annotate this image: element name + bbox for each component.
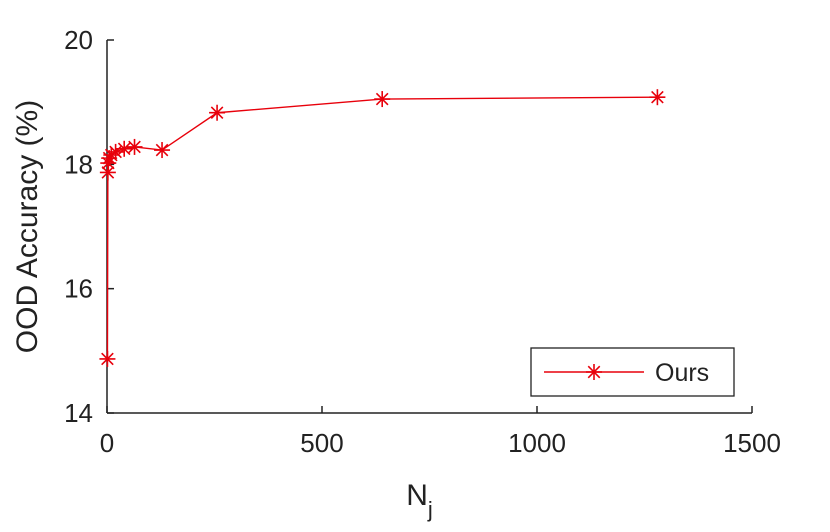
series-line-0 (106, 96, 658, 359)
x-axis-label-main: N (406, 479, 428, 512)
data-point (99, 350, 116, 367)
y-ticks: 14 16 18 20 (64, 25, 114, 428)
x-ticks: 0 500 1000 1500 (100, 406, 781, 458)
x-axis-label: Nj (406, 479, 433, 522)
y-tick-label: 18 (64, 149, 93, 179)
data-point (126, 138, 143, 155)
x-tick-label: 1000 (508, 428, 566, 458)
legend-entry-ours: Ours (655, 359, 709, 387)
x-tick-label: 500 (300, 428, 343, 458)
y-tick-label: 16 (64, 274, 93, 304)
y-tick-label: 20 (64, 25, 93, 55)
x-tick-label: 1500 (723, 428, 781, 458)
legend-marker-shape (586, 364, 602, 380)
x-axis-label-subscript: j (427, 497, 433, 522)
data-point (649, 89, 666, 106)
x-tick-label: 0 (100, 428, 114, 458)
legend: Ours (530, 347, 735, 397)
legend-marker-asterisk (586, 364, 602, 380)
data-point (374, 91, 391, 108)
series-layer (99, 89, 666, 367)
y-tick-label: 14 (64, 398, 93, 428)
data-point (116, 140, 133, 157)
y-axis-label: OOD Accuracy (%) (11, 100, 44, 353)
data-point (154, 142, 171, 159)
data-point (209, 104, 226, 121)
